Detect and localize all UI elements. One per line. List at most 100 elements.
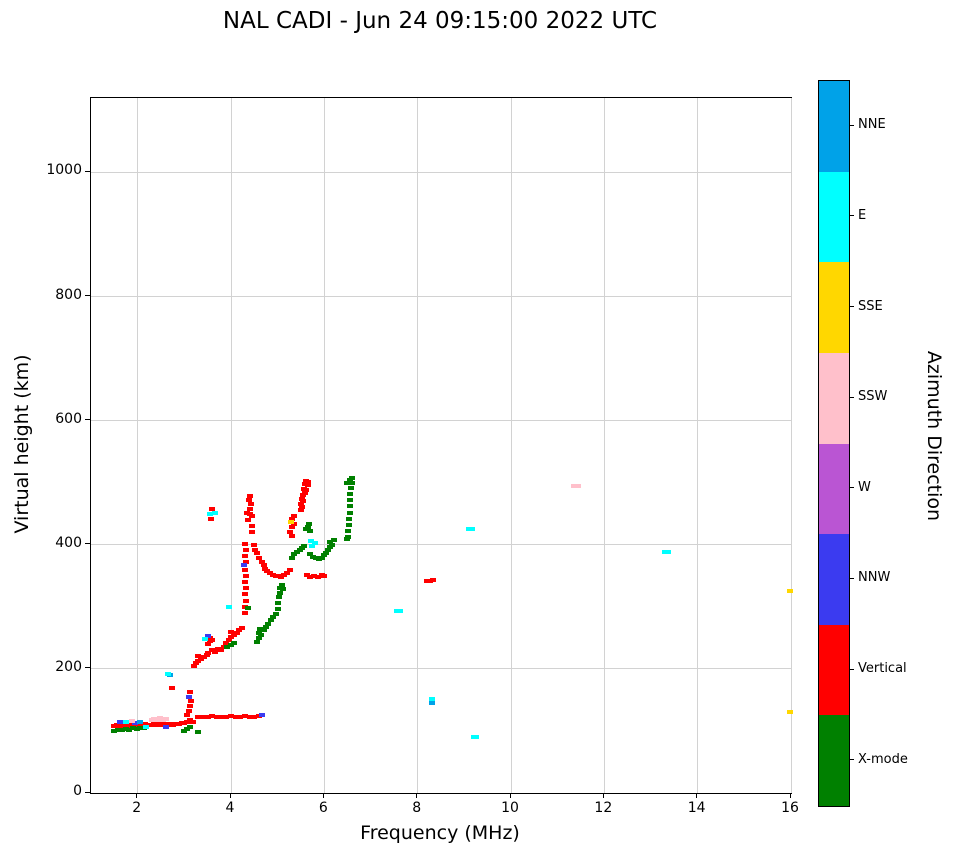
- data-point: [242, 541, 248, 546]
- data-point: [118, 728, 125, 733]
- data-point: [308, 539, 315, 544]
- data-point: [169, 685, 176, 690]
- data-point: [290, 514, 297, 519]
- data-point: [345, 516, 352, 521]
- data-point: [224, 644, 231, 649]
- data-point: [195, 715, 202, 720]
- data-point: [279, 582, 286, 587]
- data-point: [123, 720, 130, 725]
- data-point: [204, 650, 211, 655]
- data-point: [291, 522, 298, 527]
- x-tick-label: 4: [225, 800, 235, 816]
- data-point: [260, 628, 267, 633]
- data-point: [346, 477, 353, 482]
- colorbar-category-label: E: [858, 207, 867, 223]
- y-axis-label: Virtual height (km): [11, 354, 33, 534]
- data-point: [225, 604, 232, 609]
- data-point: [299, 499, 306, 504]
- x-tick-label: 6: [318, 800, 328, 816]
- x-tick-mark: [322, 793, 324, 798]
- x-tick-mark: [789, 793, 791, 798]
- colorbar-segment-e: [819, 171, 849, 263]
- colorbar-tick-mark: [850, 668, 854, 670]
- data-point: [346, 510, 353, 515]
- data-point: [396, 609, 403, 614]
- data-point: [256, 555, 262, 560]
- colorbar-segment-ssw: [819, 352, 849, 444]
- x-tick-label: 12: [594, 800, 613, 816]
- data-point: [298, 501, 304, 506]
- gridline-x: [417, 98, 419, 793]
- y-tick-label: 200: [55, 658, 82, 675]
- colorbar-segment-vertical: [819, 624, 849, 716]
- y-tick-mark: [85, 791, 90, 793]
- data-point: [309, 544, 316, 549]
- plot-area: [90, 97, 793, 794]
- y-tick-mark: [85, 543, 90, 545]
- colorbar: [818, 80, 850, 807]
- data-point: [241, 562, 248, 567]
- gridline-y: [91, 668, 791, 670]
- colorbar-category-label: Vertical: [858, 661, 907, 677]
- data-point: [325, 548, 332, 553]
- data-point: [298, 504, 305, 509]
- x-tick-label: 8: [412, 800, 422, 816]
- data-point: [129, 719, 136, 724]
- data-point: [111, 728, 118, 733]
- data-point: [195, 730, 202, 735]
- data-point: [204, 634, 211, 638]
- data-point: [186, 694, 192, 699]
- data-point: [326, 539, 333, 544]
- data-point: [330, 537, 337, 542]
- data-point: [214, 715, 220, 720]
- data-point: [193, 661, 200, 666]
- y-tick-label: 1000: [46, 162, 82, 179]
- data-point: [244, 606, 251, 611]
- data-point: [258, 712, 265, 717]
- data-point: [162, 717, 169, 722]
- colorbar-segment-nnw: [819, 534, 849, 625]
- data-point: [195, 653, 202, 658]
- data-point: [130, 726, 136, 731]
- data-point: [254, 551, 261, 556]
- data-point: [304, 480, 311, 485]
- data-point: [207, 511, 213, 516]
- data-point: [242, 580, 248, 585]
- data-point: [237, 715, 244, 720]
- data-point: [242, 611, 248, 616]
- data-point: [248, 514, 255, 519]
- gridline-x: [697, 98, 699, 793]
- data-point: [284, 570, 290, 575]
- data-point: [236, 628, 243, 633]
- data-point: [286, 530, 293, 535]
- data-point: [300, 544, 307, 549]
- data-point: [786, 710, 793, 715]
- data-point: [132, 720, 139, 725]
- data-point: [133, 727, 140, 732]
- data-point: [286, 568, 293, 573]
- data-point: [242, 560, 249, 565]
- data-point: [288, 556, 295, 561]
- data-point: [249, 530, 256, 535]
- data-point: [246, 714, 253, 719]
- data-point: [272, 611, 279, 616]
- data-point: [126, 727, 133, 732]
- data-point: [270, 614, 276, 619]
- gridline-x: [323, 98, 325, 793]
- data-point: [165, 671, 172, 676]
- y-tick-label: 600: [55, 410, 82, 427]
- data-point: [664, 550, 671, 555]
- data-point: [246, 511, 253, 516]
- data-point: [305, 524, 312, 529]
- data-point: [306, 522, 313, 527]
- data-point: [288, 525, 295, 530]
- data-point: [242, 714, 248, 719]
- data-point: [344, 535, 351, 540]
- data-point: [186, 704, 193, 709]
- data-point: [242, 592, 248, 597]
- data-point: [321, 573, 328, 578]
- colorbar-segment-sse: [819, 262, 849, 353]
- data-point: [288, 534, 295, 539]
- data-point: [786, 589, 793, 594]
- colorbar-tick-mark: [850, 396, 854, 398]
